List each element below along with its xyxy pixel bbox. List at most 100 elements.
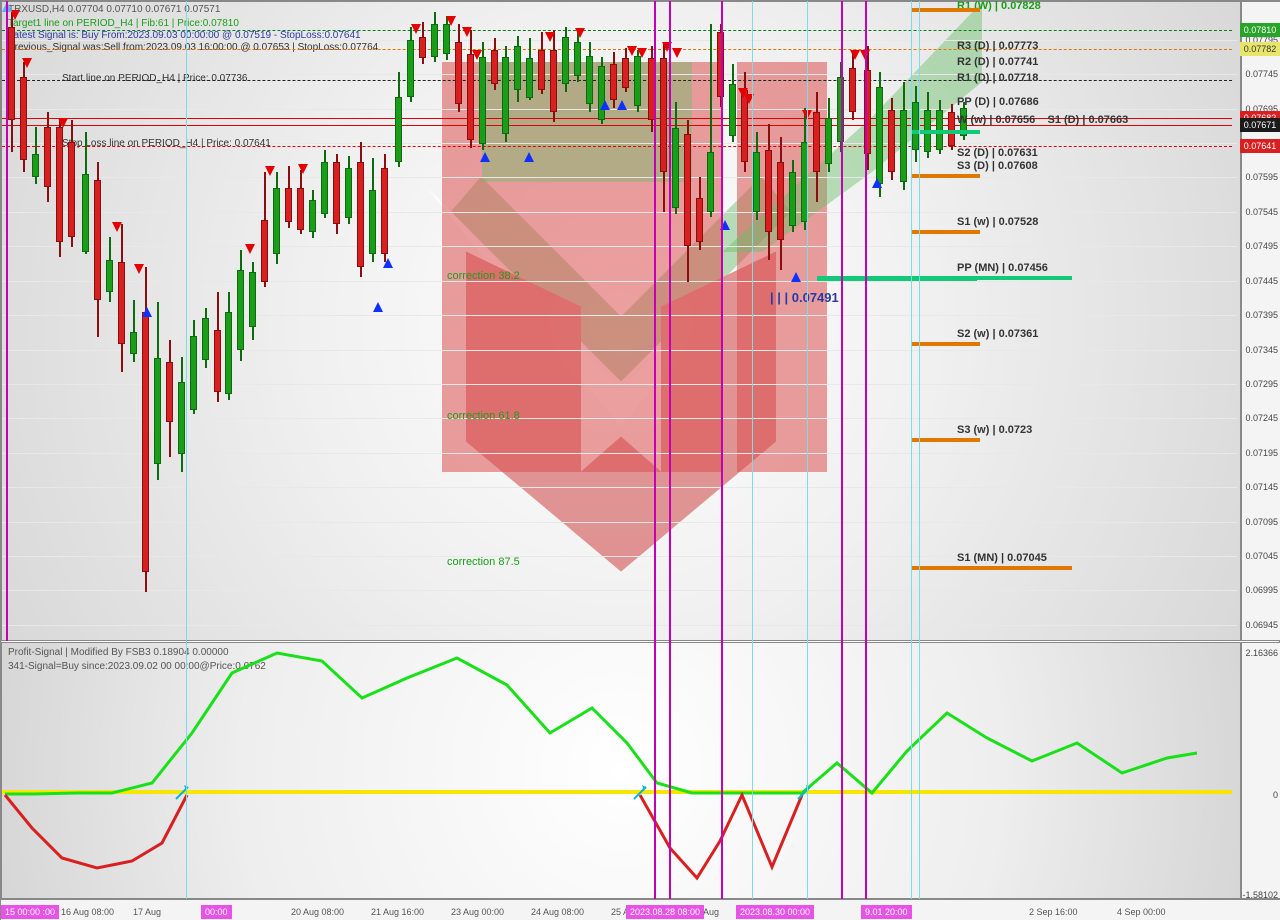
candlestick (68, 120, 75, 247)
x-tick-label: 20 Aug 08:00 (291, 907, 344, 917)
signal-arrow (373, 302, 383, 312)
candlestick (190, 320, 197, 414)
candlestick (225, 292, 232, 400)
vertical-session-line (841, 1, 843, 899)
candlestick (20, 62, 27, 172)
pivot-mark (912, 230, 980, 234)
vertical-session-line (721, 1, 723, 899)
candlestick (888, 98, 895, 180)
y-tick-label: 0.07545 (1245, 207, 1278, 217)
pivot-mark (912, 8, 980, 12)
signal-arrow (245, 244, 255, 254)
pivot-label: | | | 0.07491 (770, 290, 839, 305)
signal-arrow (672, 48, 682, 58)
candlestick (130, 300, 137, 362)
candlestick (202, 308, 209, 368)
candlestick (32, 127, 39, 184)
signal-arrow (850, 50, 860, 60)
pivot-mark (912, 174, 980, 178)
indicator-pane[interactable]: Profit-Signal | Modified By FSB3 0.18904… (1, 642, 1241, 899)
candlestick (357, 142, 364, 277)
candlestick (924, 92, 931, 158)
pivot-label: S3 (D) | 0.07608 (957, 160, 1038, 172)
candlestick (562, 27, 569, 92)
candlestick (261, 172, 268, 287)
candlestick (634, 50, 641, 112)
candlestick (741, 72, 748, 172)
pivot-mark (912, 342, 980, 346)
candlestick (297, 170, 304, 234)
x-tick-label: 2 Sep 16:00 (1029, 907, 1078, 917)
signal-arrow (298, 164, 308, 174)
candlestick (765, 124, 772, 260)
candlestick (696, 177, 703, 250)
candlestick (813, 92, 820, 202)
y-tick-label: 0.07195 (1245, 448, 1278, 458)
candlestick (849, 50, 856, 120)
candlestick (8, 12, 15, 152)
price-tag: 0.07671 (1240, 118, 1280, 132)
signal-arrow (462, 27, 472, 37)
vertical-session-line (919, 1, 920, 899)
signal-arrow (627, 46, 637, 56)
header-text: Latest Signal is: Buy From:2023.09.03 00… (8, 30, 361, 41)
signal-arrow (524, 152, 534, 162)
candlestick (118, 224, 125, 372)
y-tick-label: 0.07245 (1245, 413, 1278, 423)
y-tick-label: 0.07445 (1245, 276, 1278, 286)
signal-arrow (446, 16, 456, 26)
trading-chart-container: TRXUSD,H4 0.07704 0.07710 0.07671 0.0757… (0, 0, 1280, 920)
y-tick-label: 0.07295 (1245, 379, 1278, 389)
signal-arrow (872, 178, 882, 188)
pivot-label: S1 (w) | 0.07528 (957, 216, 1038, 228)
candlestick (684, 120, 691, 282)
candlestick (900, 82, 907, 190)
indicator-lines-svg (2, 643, 1242, 900)
candlestick (166, 340, 173, 457)
candlestick (672, 102, 679, 214)
main-price-pane[interactable]: TRXUSD,H4 0.07704 0.07710 0.07671 0.0757… (1, 1, 1241, 641)
signal-arrow (600, 100, 610, 110)
candlestick (106, 237, 113, 302)
candlestick (729, 64, 736, 142)
x-tick-label: 23 Aug 00:00 (451, 907, 504, 917)
candlestick (214, 292, 221, 402)
x-tick-label: 17 Aug (133, 907, 161, 917)
candlestick (586, 42, 593, 112)
pivot-mark (912, 566, 1072, 570)
candlestick (550, 30, 557, 122)
candlestick (369, 158, 376, 262)
vertical-session-line (752, 1, 753, 899)
pivot-label: W (w) | 0.07656 S1 (D) | 0.07663 (957, 114, 1128, 126)
candlestick (491, 38, 498, 90)
indicator-y-tick: 0 (1273, 790, 1278, 800)
time-x-axis: 16 Aug 08:0017 Aug20 Aug 08:0021 Aug 16:… (1, 899, 1280, 920)
annotation-text: Start line on PERIOD_H4 | Price: 0.07736 (62, 73, 247, 84)
candlestick (395, 72, 402, 167)
signal-arrow (411, 24, 421, 34)
vertical-session-line (6, 1, 8, 641)
vertical-session-line (911, 1, 912, 899)
candlestick (948, 104, 955, 150)
pivot-label: PP (MN) | 0.07456 (957, 262, 1048, 274)
candlestick (777, 137, 784, 270)
pivot-label: S1 (MN) | 0.07045 (957, 552, 1047, 564)
candlestick (467, 30, 474, 148)
correction-label: correction 61.8 (447, 410, 520, 422)
price-tag: 0.07782 (1240, 42, 1280, 56)
candlestick (455, 24, 462, 112)
candlestick (502, 46, 509, 142)
indicator-y-tick: 2.16366 (1245, 648, 1278, 658)
vertical-session-line (186, 1, 187, 899)
signal-arrow (134, 264, 144, 274)
x-tick-label: 16 Aug 08:00 (61, 907, 114, 917)
x-tick-highlight: 2023.08.30 00:00 (736, 905, 814, 919)
y-tick-label: 0.07395 (1245, 310, 1278, 320)
candlestick (154, 302, 161, 480)
signal-arrow (480, 152, 490, 162)
candlestick (526, 38, 533, 100)
y-tick-label: 0.07495 (1245, 241, 1278, 251)
vertical-session-line (807, 1, 808, 899)
candlestick (44, 112, 51, 202)
x-tick-label: 24 Aug 08:00 (531, 907, 584, 917)
